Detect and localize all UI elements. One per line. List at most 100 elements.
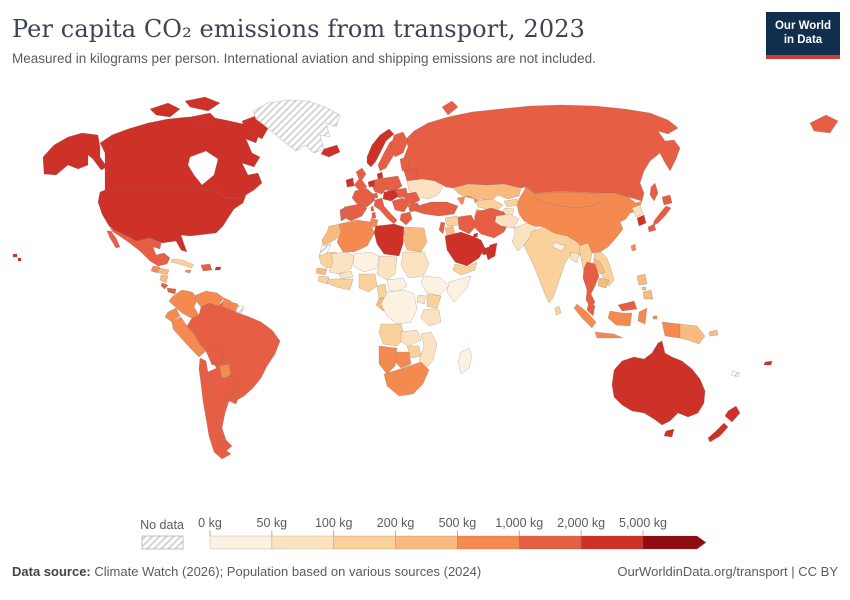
legend-bin-3[interactable]	[333, 535, 396, 550]
country-mali[interactable]	[328, 251, 355, 275]
country-uganda[interactable]	[416, 294, 427, 305]
country-mexico[interactable]	[106, 227, 171, 267]
country-nicaragua[interactable]	[159, 274, 169, 284]
country-bolivia[interactable]	[205, 344, 225, 366]
country-angola[interactable]	[378, 323, 406, 347]
legend-no-data-swatch[interactable]	[141, 535, 184, 550]
country-sri-lanka[interactable]	[554, 305, 562, 316]
country-canada[interactable]	[99, 116, 263, 200]
country-cuba[interactable]	[170, 258, 195, 269]
footer-link[interactable]: OurWorldinData.org/transport | CC BY	[617, 564, 838, 579]
country-guinea[interactable]	[317, 275, 330, 285]
country-hispaniola[interactable]	[200, 263, 213, 272]
country-botswana[interactable]	[394, 351, 412, 369]
country-canada-arctic-1[interactable]	[149, 102, 181, 118]
country-niger[interactable]	[352, 251, 380, 273]
legend-bin-1[interactable]	[209, 535, 273, 550]
country-senegal[interactable]	[315, 267, 328, 276]
country-puerto-rico[interactable]	[214, 266, 222, 271]
legend-bin-7[interactable]	[580, 535, 644, 550]
country-philippines[interactable]	[636, 273, 654, 300]
country-fiji[interactable]	[763, 360, 773, 366]
country-colombia[interactable]	[168, 289, 200, 319]
legend-bin-2[interactable]	[271, 535, 335, 550]
country-yemen[interactable]	[452, 261, 478, 276]
country-norway[interactable]	[366, 128, 395, 168]
country-mongolia[interactable]	[533, 191, 603, 209]
country-canada-victoria-island[interactable]	[189, 112, 219, 128]
country-russia[interactable]	[403, 104, 681, 202]
country-china[interactable]	[516, 186, 643, 254]
country-malaysia[interactable]	[586, 300, 638, 317]
country-russia-sakhalin[interactable]	[649, 182, 659, 202]
country-france[interactable]	[351, 187, 376, 208]
country-australia[interactable]	[611, 340, 706, 438]
country-ecuador[interactable]	[164, 307, 181, 323]
country-zimbabwe[interactable]	[406, 345, 422, 359]
country-balkans[interactable]	[391, 197, 410, 213]
country-honduras[interactable]	[158, 267, 170, 276]
country-iceland[interactable]	[320, 144, 341, 158]
legend-bin-8[interactable]	[642, 535, 707, 550]
country-drc[interactable]	[380, 289, 418, 325]
country-thailand[interactable]	[582, 261, 600, 309]
country-canada-arctic-2[interactable]	[184, 96, 221, 112]
country-denmark[interactable]	[376, 171, 384, 180]
country-uruguay[interactable]	[228, 393, 240, 405]
country-usa-alaska[interactable]	[42, 132, 108, 176]
country-portugal[interactable]	[339, 207, 346, 222]
owid-logo[interactable]: Our World in Data	[766, 12, 840, 59]
country-egypt[interactable]	[402, 226, 428, 253]
country-nigeria[interactable]	[358, 273, 378, 293]
country-japan[interactable]	[647, 194, 673, 233]
legend-bin-5[interactable]	[457, 535, 520, 550]
country-russia-novaya-zemlya[interactable]	[441, 100, 459, 116]
country-ethiopia[interactable]	[420, 275, 450, 297]
country-belarus[interactable]	[403, 168, 419, 182]
country-iraq[interactable]	[457, 214, 478, 235]
country-north-korea[interactable]	[631, 204, 644, 218]
country-israel[interactable]	[438, 221, 446, 235]
country-cambodia[interactable]	[597, 277, 610, 289]
legend-bin-6[interactable]	[518, 535, 582, 550]
country-russia-chukotka[interactable]	[809, 114, 839, 134]
legend-bin-4[interactable]	[395, 535, 458, 550]
country-taiwan[interactable]	[630, 243, 637, 252]
country-somalia[interactable]	[446, 275, 472, 303]
country-switzerland[interactable]	[371, 192, 379, 199]
country-benelux[interactable]	[367, 179, 376, 188]
country-india[interactable]	[523, 226, 585, 304]
country-turkey[interactable]	[414, 201, 459, 217]
country-burkina-faso[interactable]	[338, 270, 354, 280]
country-new-zealand[interactable]	[707, 405, 741, 443]
country-zambia[interactable]	[400, 329, 422, 347]
country-new-caledonia[interactable]	[730, 370, 741, 378]
country-usa-hawaii[interactable]	[12, 253, 22, 262]
country-uk[interactable]	[353, 167, 368, 191]
country-kenya[interactable]	[426, 293, 442, 310]
country-papua-new-guinea[interactable]	[679, 323, 719, 345]
country-venezuela[interactable]	[195, 290, 225, 308]
country-paraguay[interactable]	[218, 363, 232, 379]
country-kyrgyzstan[interactable]	[503, 198, 520, 208]
country-guyana[interactable]	[221, 297, 232, 311]
country-kuwait[interactable]	[472, 232, 479, 238]
country-guatemala[interactable]	[150, 265, 161, 274]
country-baltics[interactable]	[399, 156, 411, 172]
country-panama[interactable]	[166, 287, 177, 295]
country-costa-rica[interactable]	[160, 282, 169, 290]
country-madagascar[interactable]	[457, 347, 473, 375]
country-nepal[interactable]	[552, 241, 566, 252]
country-namibia[interactable]	[378, 345, 398, 375]
country-syria[interactable]	[444, 215, 460, 227]
country-french-guiana[interactable]	[235, 304, 245, 315]
country-south-korea[interactable]	[636, 214, 647, 227]
country-south-africa[interactable]	[383, 361, 430, 397]
country-oman[interactable]	[485, 242, 498, 261]
country-tanzania[interactable]	[420, 308, 442, 327]
country-central-african-republic[interactable]	[386, 277, 408, 293]
country-ireland[interactable]	[345, 177, 355, 188]
country-jamaica[interactable]	[184, 269, 192, 274]
country-bangladesh[interactable]	[569, 251, 580, 264]
country-suriname[interactable]	[228, 301, 239, 313]
